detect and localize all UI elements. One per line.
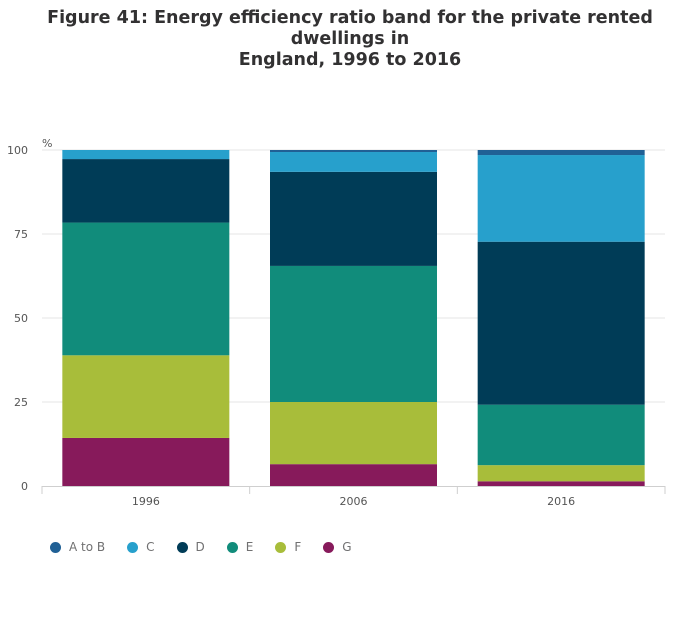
bar-segment-f-2016 bbox=[477, 465, 645, 482]
y-axis-unit-label: % bbox=[42, 137, 52, 150]
legend-item-e: E bbox=[226, 540, 254, 554]
chart-title-line-1: Figure 41: Energy efficiency ratio band … bbox=[47, 8, 653, 49]
legend-swatch bbox=[323, 541, 335, 553]
y-tick-label: 25 bbox=[14, 396, 28, 409]
legend-label: C bbox=[146, 540, 155, 554]
legend-label: E bbox=[245, 540, 254, 554]
legend-swatch bbox=[275, 541, 287, 553]
axes: 0 25 50 75 100 1996 2006 2016 bbox=[7, 144, 666, 508]
legend-swatch bbox=[176, 541, 188, 553]
y-tick-label: 75 bbox=[14, 228, 28, 241]
legend-label: A to B bbox=[69, 540, 106, 554]
y-tick-label: 50 bbox=[14, 312, 28, 325]
legend-swatch bbox=[50, 541, 61, 553]
x-tick-label: 1996 bbox=[132, 495, 160, 508]
legend-item-d: D bbox=[176, 540, 205, 554]
x-tick-label: 2016 bbox=[547, 495, 575, 508]
bar-segment-e-1996 bbox=[62, 222, 230, 356]
legend-swatch bbox=[226, 541, 238, 553]
x-tick-label: 2006 bbox=[340, 495, 368, 508]
bar-segment-d-1996 bbox=[62, 159, 230, 223]
bar-segment-a-to-b-2016 bbox=[477, 150, 645, 156]
bar-segment-d-2006 bbox=[270, 171, 437, 266]
bar-segment-f-2006 bbox=[270, 402, 437, 465]
bar-segment-e-2006 bbox=[270, 265, 437, 402]
y-tick-label: 0 bbox=[21, 480, 28, 493]
bar-segment-f-1996 bbox=[62, 355, 230, 438]
bar-segment-g-2016 bbox=[477, 481, 645, 486]
legend-item-f: F bbox=[275, 540, 301, 554]
bar-segment-c-2006 bbox=[270, 152, 437, 172]
legend-item-a-to-b: A to B bbox=[50, 540, 105, 554]
legend-item-g: G bbox=[323, 540, 352, 554]
chart-title-line-2: England, 1996 to 2016 bbox=[238, 50, 462, 70]
y-tick-label: 100 bbox=[7, 144, 28, 157]
bar-segment-c-1996 bbox=[62, 150, 230, 160]
legend-item-c: C bbox=[127, 540, 155, 554]
bar-segment-d-2016 bbox=[477, 241, 645, 405]
bar-segment-e-2016 bbox=[477, 404, 645, 466]
legend-label: D bbox=[195, 540, 205, 554]
bar-segment-c-2016 bbox=[477, 155, 645, 242]
legend: A to B C D E F G bbox=[50, 540, 374, 554]
bar-segment-g-1996 bbox=[62, 437, 230, 486]
bar-segment-a-to-b-2006 bbox=[270, 150, 437, 153]
legend-label: G bbox=[342, 540, 352, 554]
bars bbox=[62, 150, 645, 486]
chart-title: Figure 41: Energy efficiency ratio band … bbox=[0, 8, 700, 71]
legend-swatch bbox=[127, 541, 139, 553]
bar-segment-g-2006 bbox=[270, 464, 437, 486]
legend-label: F bbox=[294, 540, 302, 554]
